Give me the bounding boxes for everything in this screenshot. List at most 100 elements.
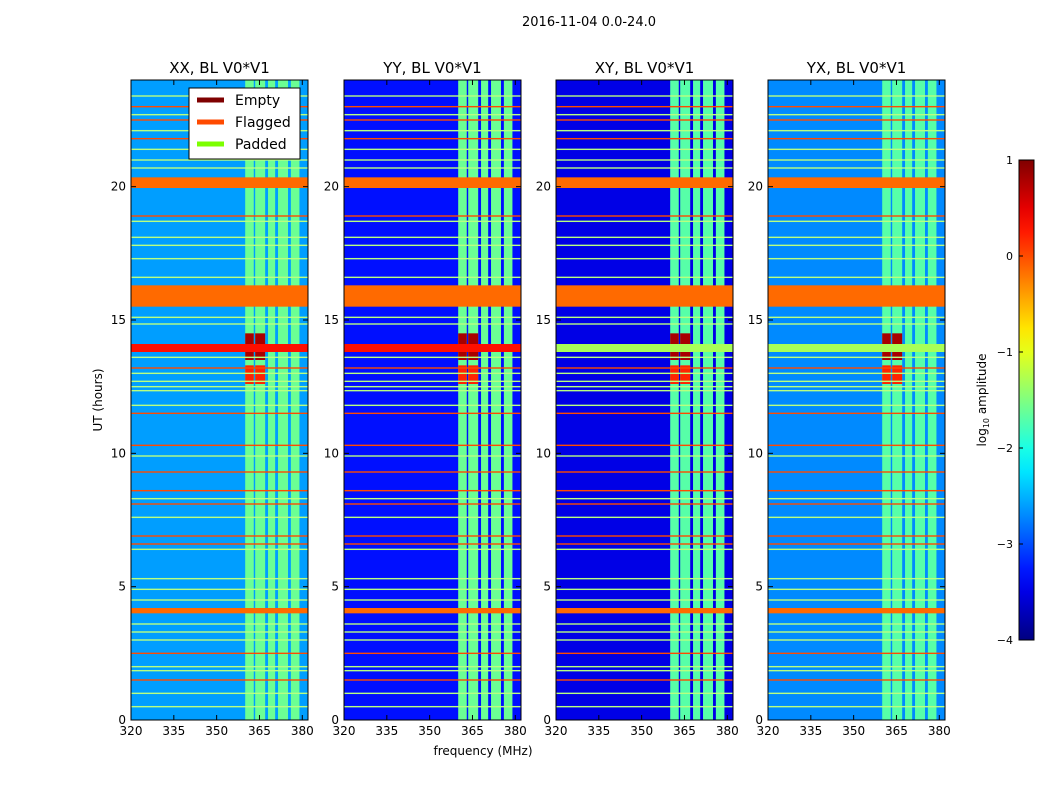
x-tick-label: 350 bbox=[418, 724, 441, 738]
flag-line bbox=[556, 367, 733, 369]
y-tick-label: 5 bbox=[755, 580, 763, 594]
padded-line bbox=[344, 588, 521, 591]
padded-line bbox=[556, 599, 733, 601]
empty-region bbox=[458, 365, 467, 384]
y-tick-label: 10 bbox=[748, 446, 763, 460]
padded-line bbox=[344, 380, 521, 383]
padded-line bbox=[131, 497, 308, 500]
padded-line bbox=[556, 148, 733, 151]
x-tick-label: 350 bbox=[630, 724, 653, 738]
flag-line bbox=[768, 119, 945, 121]
broadband-stripe bbox=[768, 344, 945, 352]
bright-channel-column bbox=[481, 80, 489, 720]
padded-line bbox=[768, 113, 945, 116]
empty-region bbox=[245, 365, 254, 384]
colorbar-tick-label: −2 bbox=[997, 442, 1013, 455]
flagged-band bbox=[556, 177, 733, 188]
flag-line bbox=[768, 535, 945, 537]
panel-frame bbox=[555, 79, 734, 721]
legend: Empty Flagged Padded bbox=[188, 87, 301, 160]
padded-line bbox=[556, 669, 733, 672]
padded-line bbox=[556, 385, 733, 388]
flag-line bbox=[556, 412, 733, 415]
flagged-band bbox=[768, 608, 945, 614]
empty-region bbox=[670, 365, 679, 384]
flag-line bbox=[344, 119, 521, 121]
padded-line bbox=[344, 404, 521, 407]
padded-line bbox=[131, 455, 308, 457]
empty-region bbox=[882, 365, 891, 384]
x-tick-label: 350 bbox=[205, 724, 228, 738]
panel-4: YX, BL V0*V1 320 335 350 365 380 0 5 10 15 20 bbox=[748, 59, 951, 738]
padded-line bbox=[768, 692, 945, 695]
padded-line bbox=[556, 167, 733, 169]
padded-line bbox=[344, 665, 521, 668]
x-tick-label: 380 bbox=[291, 724, 314, 738]
flag-line bbox=[131, 412, 308, 415]
padded-line bbox=[556, 588, 733, 591]
bright-channel-column bbox=[670, 80, 679, 720]
padded-line bbox=[768, 389, 945, 392]
padded-line bbox=[556, 516, 733, 519]
x-axis-label: frequency (MHz) bbox=[433, 744, 532, 758]
legend-label: Flagged bbox=[235, 115, 291, 131]
padded-line bbox=[768, 577, 945, 580]
x-tick-label: 335 bbox=[587, 724, 610, 738]
padded-line bbox=[344, 372, 521, 375]
flag-line bbox=[556, 137, 733, 140]
padded-line bbox=[344, 669, 521, 672]
bright-channel-column bbox=[491, 80, 502, 720]
y-tick-label: 15 bbox=[111, 313, 126, 327]
y-tick-label: 0 bbox=[755, 713, 763, 727]
flag-line bbox=[556, 105, 733, 108]
x-tick-label: 365 bbox=[885, 724, 908, 738]
bright-channel-column bbox=[458, 80, 467, 720]
flag-line bbox=[131, 471, 308, 473]
bright-channel-column bbox=[715, 80, 725, 720]
y-tick-label: 20 bbox=[324, 180, 339, 194]
padded-line bbox=[556, 159, 733, 161]
flag-line bbox=[131, 489, 308, 492]
padded-line bbox=[768, 705, 945, 708]
padded-line bbox=[131, 380, 308, 383]
flag-line bbox=[768, 367, 945, 369]
padded-line bbox=[768, 497, 945, 500]
padded-line bbox=[344, 705, 521, 708]
padded-line bbox=[768, 588, 945, 591]
padded-line bbox=[344, 257, 521, 260]
flagged-band bbox=[768, 177, 945, 188]
y-tick-label: 20 bbox=[111, 180, 126, 194]
flag-line bbox=[556, 543, 733, 545]
panel-image bbox=[768, 80, 945, 720]
padded-line bbox=[131, 316, 308, 319]
padded-line bbox=[768, 148, 945, 151]
y-tick-label: 5 bbox=[331, 580, 339, 594]
panel-image bbox=[344, 80, 521, 720]
flag-line bbox=[768, 471, 945, 473]
bright-channel-column bbox=[703, 80, 714, 720]
x-tick-label: 335 bbox=[799, 724, 822, 738]
padded-line bbox=[556, 220, 733, 223]
flag-line bbox=[556, 489, 733, 492]
flag-line bbox=[131, 503, 308, 505]
bright-channel-column bbox=[693, 80, 701, 720]
padded-line bbox=[344, 167, 521, 169]
colorbar-tick-label: 1 bbox=[1006, 154, 1013, 167]
colorbar-label: log10 amplitude bbox=[975, 354, 991, 447]
y-tick-label: 0 bbox=[543, 713, 551, 727]
panel-title: YY, BL V0*V1 bbox=[382, 59, 481, 77]
y-tick-label: 20 bbox=[748, 180, 763, 194]
padded-line bbox=[768, 599, 945, 601]
flag-line bbox=[768, 679, 945, 681]
panel-image bbox=[556, 80, 733, 720]
flag-line bbox=[344, 444, 521, 447]
flag-line bbox=[131, 679, 308, 681]
bright-channel-column bbox=[503, 80, 513, 720]
y-tick-label: 20 bbox=[536, 180, 551, 194]
padded-line bbox=[131, 669, 308, 672]
padded-line bbox=[556, 244, 733, 247]
padded-line bbox=[131, 639, 308, 641]
padded-line bbox=[768, 623, 945, 625]
padded-line bbox=[344, 220, 521, 223]
